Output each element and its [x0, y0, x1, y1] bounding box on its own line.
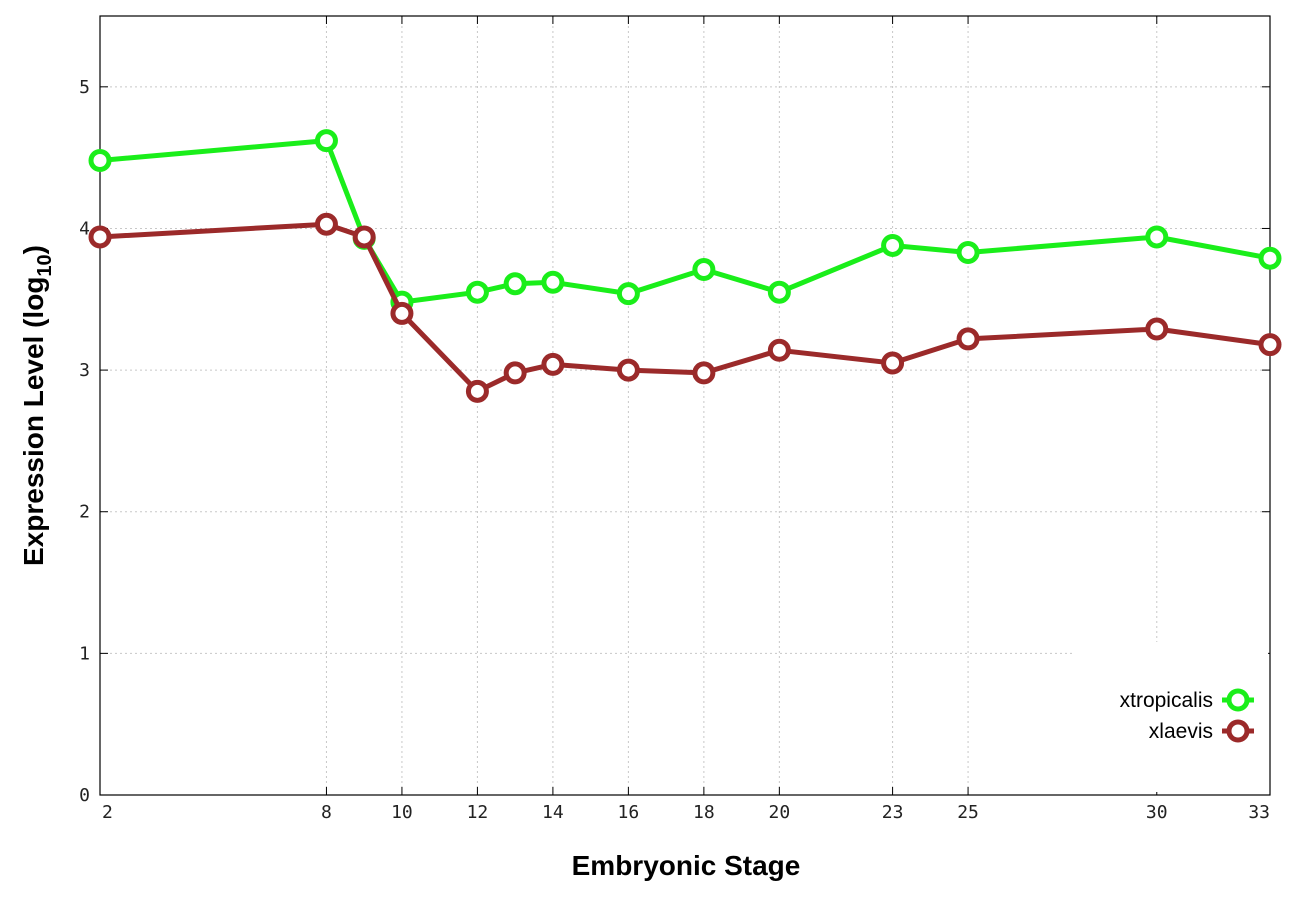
x-axis-title: Embryonic Stage: [572, 850, 801, 881]
legend-marker-xtropicalis: [1226, 688, 1250, 712]
legend-marker-xlaevis: [1226, 719, 1250, 743]
legend-label-xlaevis: xlaevis: [1149, 720, 1213, 743]
data-point-xlaevis: [616, 358, 640, 382]
y-tick-label: 1: [79, 643, 90, 664]
data-point-xtropicalis: [503, 272, 527, 296]
y-tick-label: 3: [79, 360, 90, 381]
data-point-xtropicalis: [956, 241, 980, 265]
legend-label-xtropicalis: xtropicalis: [1120, 689, 1213, 712]
y-axis-title: Expression Level (log10): [18, 245, 56, 566]
data-point-xlaevis: [390, 301, 414, 325]
y-tick-label: 4: [79, 218, 90, 239]
y-tick-label: 2: [79, 502, 90, 523]
y-axis-title-close: ): [18, 245, 49, 254]
data-point-xtropicalis: [541, 270, 565, 294]
data-point-xlaevis: [541, 352, 565, 376]
data-point-xtropicalis: [767, 280, 791, 304]
y-axis-title-subscript: 10: [34, 254, 56, 276]
data-point-xlaevis: [465, 379, 489, 403]
data-point-xtropicalis: [1258, 246, 1282, 270]
data-point-xlaevis: [503, 361, 527, 385]
y-tick-label: 0: [79, 785, 90, 806]
data-point-xlaevis: [1258, 333, 1282, 357]
data-point-xtropicalis: [314, 129, 338, 153]
data-point-xlaevis: [692, 361, 716, 385]
data-point-xlaevis: [767, 338, 791, 362]
x-tick-label: 18: [693, 802, 715, 823]
data-point-xlaevis: [314, 212, 338, 236]
y-axis-title-main: Expression Level (log: [18, 277, 49, 566]
x-tick-label: 16: [618, 802, 640, 823]
x-tick-label: 25: [957, 802, 979, 823]
series-line-xtropicalis: [99, 138, 1271, 305]
data-point-xtropicalis: [465, 280, 489, 304]
data-point-xlaevis: [881, 351, 905, 375]
series-line-xlaevis: [99, 221, 1271, 394]
data-point-xtropicalis: [692, 258, 716, 282]
y-tick-label: 5: [79, 77, 90, 98]
x-tick-label: 2: [102, 802, 113, 823]
x-tick-label: 8: [321, 802, 332, 823]
data-point-xlaevis: [352, 225, 376, 249]
data-point-xtropicalis: [1145, 225, 1169, 249]
x-tick-label: 14: [542, 802, 564, 823]
data-point-xtropicalis: [88, 148, 112, 172]
legend: xtropicalis xlaevis: [1072, 642, 1268, 792]
x-tick-label: 20: [769, 802, 791, 823]
x-tick-label: 23: [882, 802, 904, 823]
data-point-xtropicalis: [881, 233, 905, 257]
plot-frame: [99, 15, 1271, 796]
legend-background: [1072, 642, 1268, 792]
data-point-xtropicalis: [616, 282, 640, 306]
data-point-xlaevis: [956, 327, 980, 351]
x-tick-label: 12: [467, 802, 489, 823]
data-point-xlaevis: [1145, 317, 1169, 341]
x-tick-label: 33: [1248, 802, 1270, 823]
series-xtropicalis: [88, 129, 1282, 314]
series-layer: [88, 129, 1282, 403]
data-point-xlaevis: [88, 225, 112, 249]
series-xlaevis: [88, 212, 1282, 403]
x-tick-label: 10: [391, 802, 413, 823]
x-tick-label: 30: [1146, 802, 1168, 823]
